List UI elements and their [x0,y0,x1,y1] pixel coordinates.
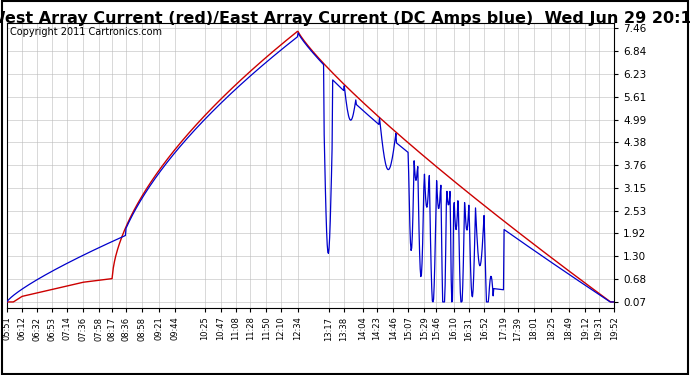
Text: West Array Current (red)/East Array Current (DC Amps blue)  Wed Jun 29 20:14: West Array Current (red)/East Array Curr… [0,11,690,26]
Text: Copyright 2011 Cartronics.com: Copyright 2011 Cartronics.com [10,27,162,37]
